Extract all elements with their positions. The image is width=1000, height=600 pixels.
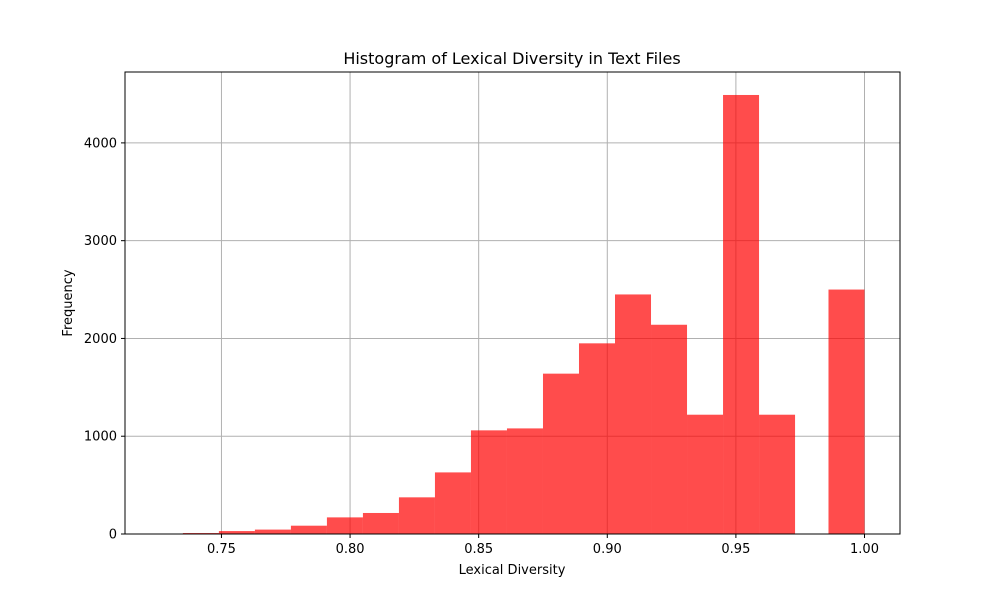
y-tick-label: 3000 <box>84 234 117 249</box>
histogram-bar <box>651 324 688 534</box>
histogram-bar <box>506 428 543 534</box>
y-tick-label: 0 <box>109 528 117 543</box>
x-tick-label: 0.75 <box>207 542 236 557</box>
histogram-bar <box>254 529 291 534</box>
x-tick-label: 1.00 <box>850 542 879 557</box>
histogram-bar <box>362 512 399 534</box>
histogram-bar <box>578 343 616 534</box>
histogram-bar <box>218 531 255 534</box>
histogram-bar <box>615 294 652 534</box>
histogram-bar <box>398 497 435 534</box>
x-tick-label: 0.90 <box>593 542 622 557</box>
chart-title: Histogram of Lexical Diversity in Text F… <box>343 49 680 68</box>
x-tick-label: 0.80 <box>336 542 365 557</box>
x-axis-ticks: 0.75 0.80 0.85 0.90 0.95 1.00 <box>207 534 879 557</box>
y-tick-label: 2000 <box>84 332 117 347</box>
y-tick-label: 1000 <box>84 430 117 445</box>
y-axis-ticks: 0 1000 2000 3000 4000 <box>84 136 125 543</box>
histogram-bar <box>326 517 363 534</box>
y-axis-title: Frequency <box>61 269 76 336</box>
x-axis-title: Lexical Diversity <box>459 563 566 578</box>
x-tick-label: 0.95 <box>721 542 750 557</box>
histogram-bar <box>434 472 471 534</box>
plot-frame <box>124 71 901 535</box>
histogram-bar <box>542 373 579 534</box>
histogram-bar <box>687 414 724 534</box>
histogram-bar <box>470 430 507 534</box>
y-tick-label: 4000 <box>84 136 117 151</box>
histogram-bar <box>290 525 327 534</box>
x-tick-label: 0.85 <box>464 542 493 557</box>
histogram-bar <box>723 94 760 534</box>
histogram-bar <box>828 289 865 534</box>
bars <box>182 94 865 534</box>
histogram-bar <box>759 414 796 534</box>
